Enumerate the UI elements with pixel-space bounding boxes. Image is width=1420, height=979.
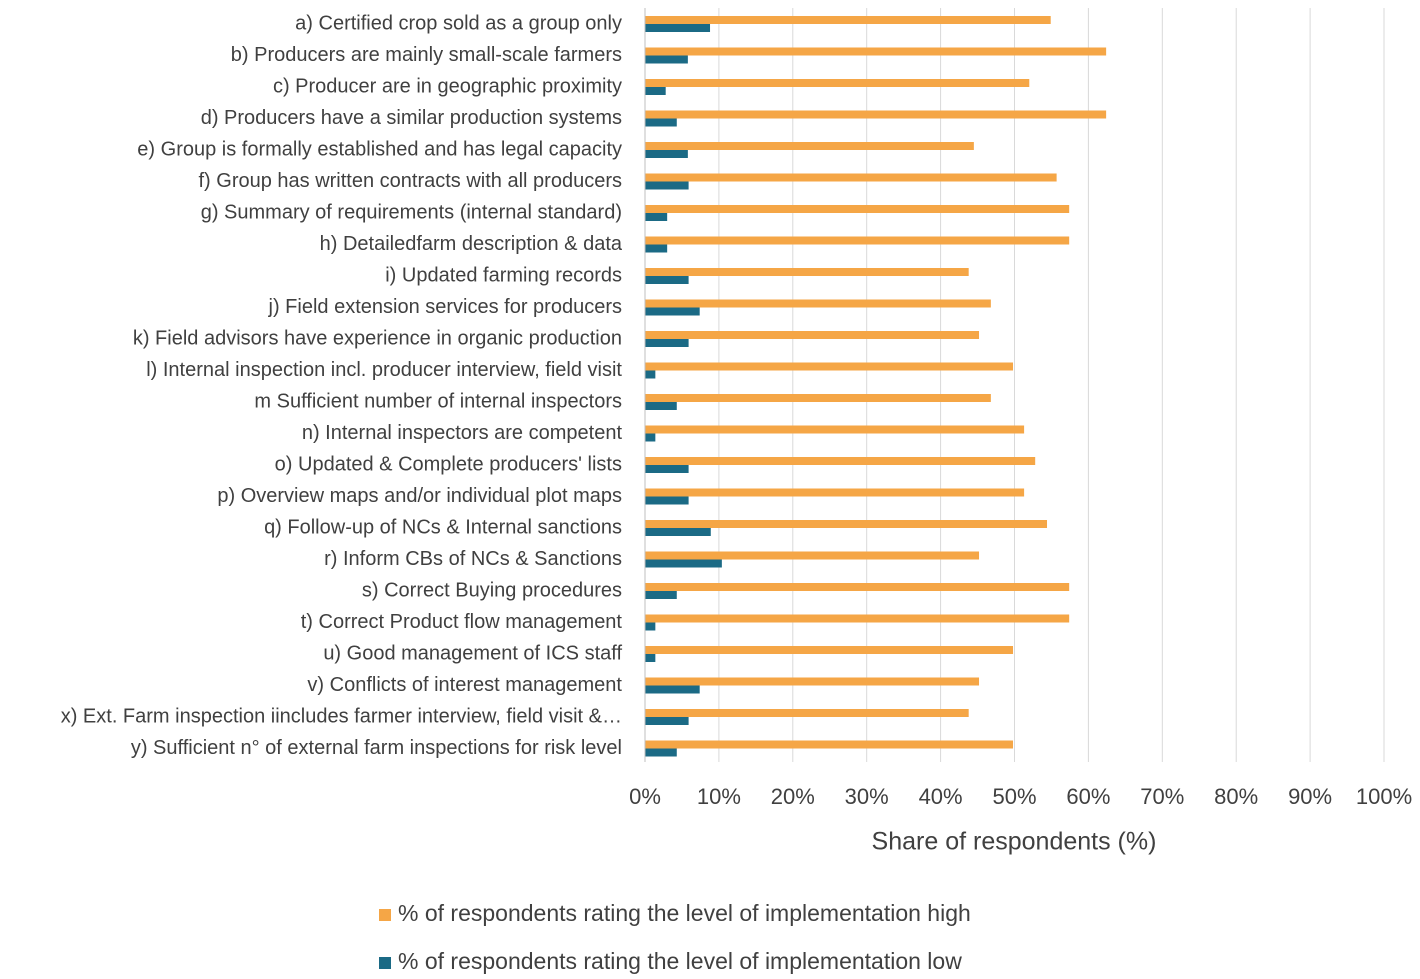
bar [645, 79, 1030, 87]
category-label: x) Ext. Farm inspection iincludes farmer… [61, 705, 622, 727]
legend-label: % of respondents rating the level of imp… [398, 948, 962, 974]
legend-swatch [379, 957, 391, 969]
x-tick-label: 20% [771, 784, 815, 809]
bar [645, 268, 969, 276]
bar [645, 583, 1070, 591]
bar [645, 370, 656, 379]
bar [645, 496, 689, 505]
bar [645, 457, 1036, 465]
legend-label: % of respondents rating the level of imp… [398, 900, 971, 926]
category-label: t) Correct Product flow management [301, 611, 623, 633]
bar [645, 520, 1048, 528]
bar [645, 55, 688, 64]
category-label: b) Producers are mainly small-scale farm… [231, 44, 622, 66]
category-label: g) Summary of requirements (internal sta… [201, 201, 622, 223]
bar [645, 646, 1014, 654]
category-label: l) Internal inspection incl. producer in… [146, 359, 622, 381]
bar [645, 559, 722, 568]
bar [645, 465, 689, 473]
x-axis-title: Share of respondents (%) [872, 828, 1157, 856]
x-tick-label: 40% [919, 784, 963, 809]
bar [645, 307, 700, 316]
legend-swatch [379, 909, 391, 921]
bar [645, 677, 980, 686]
x-tick-label: 30% [845, 784, 889, 809]
category-label: k) Field advisors have experience in org… [133, 327, 622, 349]
category-label: a) Certified crop sold as a group only [295, 12, 622, 34]
bar [645, 110, 1107, 119]
bar [645, 614, 1070, 623]
category-label: m Sufficient number of internal inspecto… [254, 390, 622, 412]
bar [645, 402, 677, 410]
category-label: e) Group is formally established and has… [137, 138, 622, 160]
bar [645, 24, 711, 32]
bar [645, 748, 677, 757]
bar [645, 150, 688, 158]
bar [645, 213, 668, 221]
bar [645, 87, 666, 95]
bar [645, 433, 656, 442]
bar [645, 622, 656, 631]
bar [645, 142, 974, 150]
x-tick-label: 90% [1288, 784, 1332, 809]
bar [645, 47, 1107, 56]
x-tick-label: 80% [1214, 784, 1258, 809]
category-label: r) Inform CBs of NCs & Sanctions [324, 548, 622, 570]
x-tick-label: 70% [1140, 784, 1184, 809]
category-label: c) Producer are in geographic proximity [273, 75, 622, 97]
category-label: s) Correct Buying procedures [362, 579, 622, 601]
bar [645, 740, 1014, 749]
x-tick-label: 60% [1066, 784, 1110, 809]
bar [645, 591, 677, 599]
bar [645, 331, 980, 339]
bar [645, 717, 689, 725]
bar [645, 181, 689, 190]
bar [645, 654, 656, 662]
bar [645, 276, 689, 284]
bar [645, 205, 1070, 213]
bar [645, 16, 1051, 24]
bar [645, 685, 700, 694]
category-label: h) Detailedfarm description & data [320, 233, 623, 255]
bar [645, 339, 689, 347]
bar [645, 551, 980, 560]
category-label: p) Overview maps and/or individual plot … [217, 485, 622, 507]
category-label: d) Producers have a similar production s… [201, 107, 622, 129]
category-label: y) Sufficient n° of external farm inspec… [131, 737, 622, 759]
bar [645, 244, 668, 253]
x-tick-label: 100% [1356, 784, 1412, 809]
bar [645, 394, 991, 402]
bar [645, 425, 1025, 434]
category-label: f) Group has written contracts with all … [198, 170, 622, 192]
category-label: q) Follow-up of NCs & Internal sanctions [264, 516, 622, 538]
bar [645, 173, 1057, 182]
category-label: v) Conflicts of interest management [307, 674, 622, 696]
category-label: j) Field extension services for producer… [268, 296, 622, 318]
bar [645, 488, 1025, 497]
category-label: i) Updated farming records [385, 264, 622, 286]
bar [645, 299, 991, 308]
category-label: o) Updated & Complete producers' lists [275, 453, 622, 475]
x-tick-label: 10% [697, 784, 741, 809]
bar [645, 709, 969, 717]
category-label: u) Good management of ICS staff [323, 642, 622, 664]
bar [645, 528, 711, 536]
bar [645, 118, 677, 127]
bar [645, 362, 1014, 371]
category-label: n) Internal inspectors are competent [302, 422, 623, 444]
x-tick-label: 0% [629, 784, 661, 809]
bar [645, 236, 1070, 245]
x-tick-label: 50% [992, 784, 1036, 809]
